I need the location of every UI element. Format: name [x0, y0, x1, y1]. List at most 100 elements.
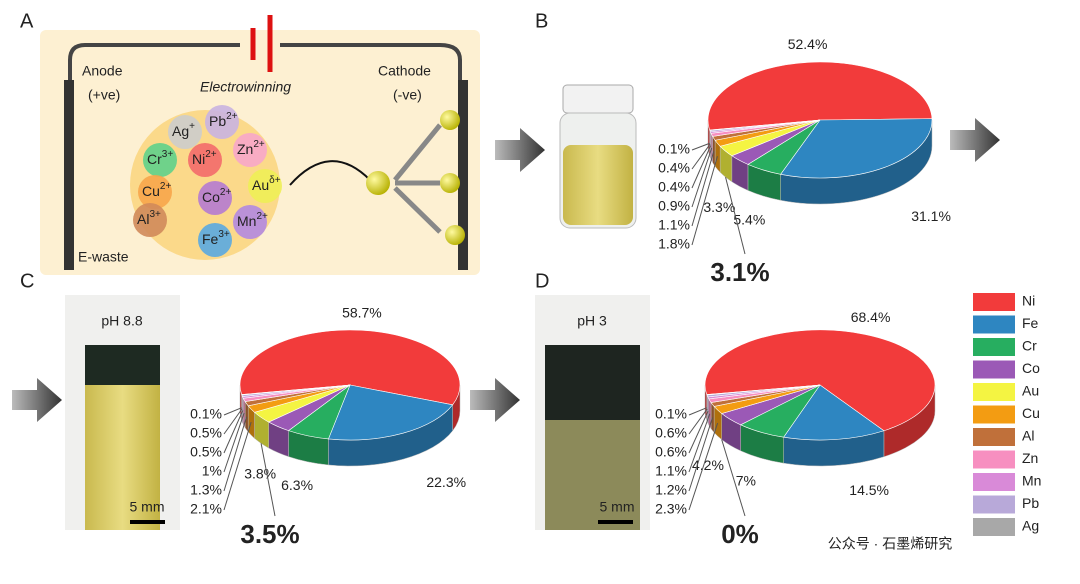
anode [64, 80, 74, 270]
arrow [950, 118, 1000, 162]
ion [205, 105, 239, 139]
vial-liquid [563, 145, 633, 225]
value-label: 0% [721, 519, 759, 549]
value-label: 1.2% [655, 482, 687, 498]
slice [709, 119, 821, 131]
panel-label: D [535, 270, 549, 292]
legend-swatch [973, 473, 1015, 491]
arrow [495, 128, 545, 172]
slice [780, 118, 933, 179]
leader-line [223, 407, 242, 416]
legend-label: Cu [1022, 405, 1040, 421]
ion-label: Fe3+ [202, 229, 230, 247]
cathode [458, 80, 468, 270]
legend-swatch [973, 450, 1015, 469]
panel-label: C [20, 270, 34, 292]
value-label: 0.1% [190, 406, 222, 422]
ion-symbol: Mn [237, 213, 256, 229]
ion [233, 205, 267, 239]
ion-label: Al3+ [137, 209, 161, 227]
ion-label: Zn2+ [237, 139, 265, 157]
leader-line [691, 151, 715, 227]
value-label: 7% [736, 473, 756, 489]
leader-line [688, 410, 709, 454]
legend-swatch [973, 405, 1015, 424]
leader-line [688, 407, 707, 416]
legend-label: Fe [1022, 315, 1039, 331]
leader-line [691, 156, 718, 246]
leader-line [721, 439, 746, 517]
scale-label: 5 mm [600, 499, 635, 515]
ion-symbol: Fe [202, 231, 219, 247]
ion-charge: 2+ [205, 149, 217, 160]
value-label: 1.1% [658, 217, 690, 233]
ion [133, 203, 167, 237]
ion-charge: 2+ [253, 139, 265, 150]
legend-swatch [973, 495, 1015, 514]
slice [241, 384, 351, 396]
value-label: 0.5% [190, 425, 222, 441]
scale-label: 5 mm [130, 499, 165, 515]
legend-label: Al [1022, 428, 1034, 444]
leader-line [725, 177, 746, 255]
ion-symbol: Al [137, 211, 149, 227]
leader-line [223, 421, 252, 511]
ion-label: Mn2+ [237, 211, 268, 229]
legend-swatch [973, 428, 1015, 446]
value-label: 52.4% [788, 36, 828, 52]
precipitate [545, 345, 640, 420]
ion-charge: 3+ [149, 209, 161, 220]
value-label: 31.1% [911, 208, 951, 224]
legend-label: Ni [1022, 293, 1035, 309]
precipitate [85, 345, 160, 385]
bead [440, 110, 460, 130]
leader-line [691, 145, 712, 189]
ion-charge: 2+ [220, 187, 232, 198]
legend-swatch [973, 338, 1015, 356]
value-label: 14.5% [849, 482, 889, 498]
ion-charge: + [189, 121, 195, 132]
value-label: 0.1% [658, 141, 690, 157]
leader-line [691, 143, 711, 170]
ion-symbol: Cr [147, 151, 162, 167]
value-label: 1.1% [655, 463, 687, 479]
slice [707, 61, 933, 131]
ion-label: Ni2+ [192, 149, 217, 167]
ion-label: Co2+ [202, 187, 231, 205]
ion [188, 143, 222, 177]
value-label: 3.1% [710, 257, 769, 287]
ion-label: Ag+ [172, 121, 195, 139]
ion [198, 181, 232, 215]
value-label: 0.4% [658, 160, 690, 176]
leader-line [223, 416, 248, 492]
process-label: Electrowinning [200, 79, 291, 95]
ion [143, 143, 177, 177]
leader-line [223, 408, 243, 435]
cathode-label: Cathode [378, 63, 431, 79]
slice [704, 329, 936, 432]
source-label: E-waste [78, 249, 129, 265]
ion-label: Cr3+ [147, 149, 173, 167]
ion-label: Auδ+ [252, 175, 281, 193]
ion-charge: 3+ [162, 149, 174, 160]
legend-swatch [973, 315, 1015, 334]
ion-label: Cu2+ [142, 181, 171, 199]
legend-swatch [973, 360, 1015, 379]
slice-side [712, 135, 716, 168]
value-label: 0.6% [655, 444, 687, 460]
legend-label: Cr [1022, 338, 1037, 354]
leader-line [223, 410, 244, 454]
legend-label: Co [1022, 360, 1040, 376]
ion-charge: 2+ [160, 181, 172, 192]
ion-symbol: Co [202, 189, 220, 205]
ion [198, 223, 232, 257]
legend-label: Au [1022, 383, 1039, 399]
arrow [289, 160, 371, 186]
slice [783, 384, 885, 441]
legend-label: Mn [1022, 473, 1041, 489]
anode-sign: (+ve) [88, 87, 120, 103]
slice [239, 329, 461, 406]
photo-label: pH 3 [577, 313, 607, 329]
value-label: 0.9% [658, 198, 690, 214]
leader-line [688, 408, 708, 435]
